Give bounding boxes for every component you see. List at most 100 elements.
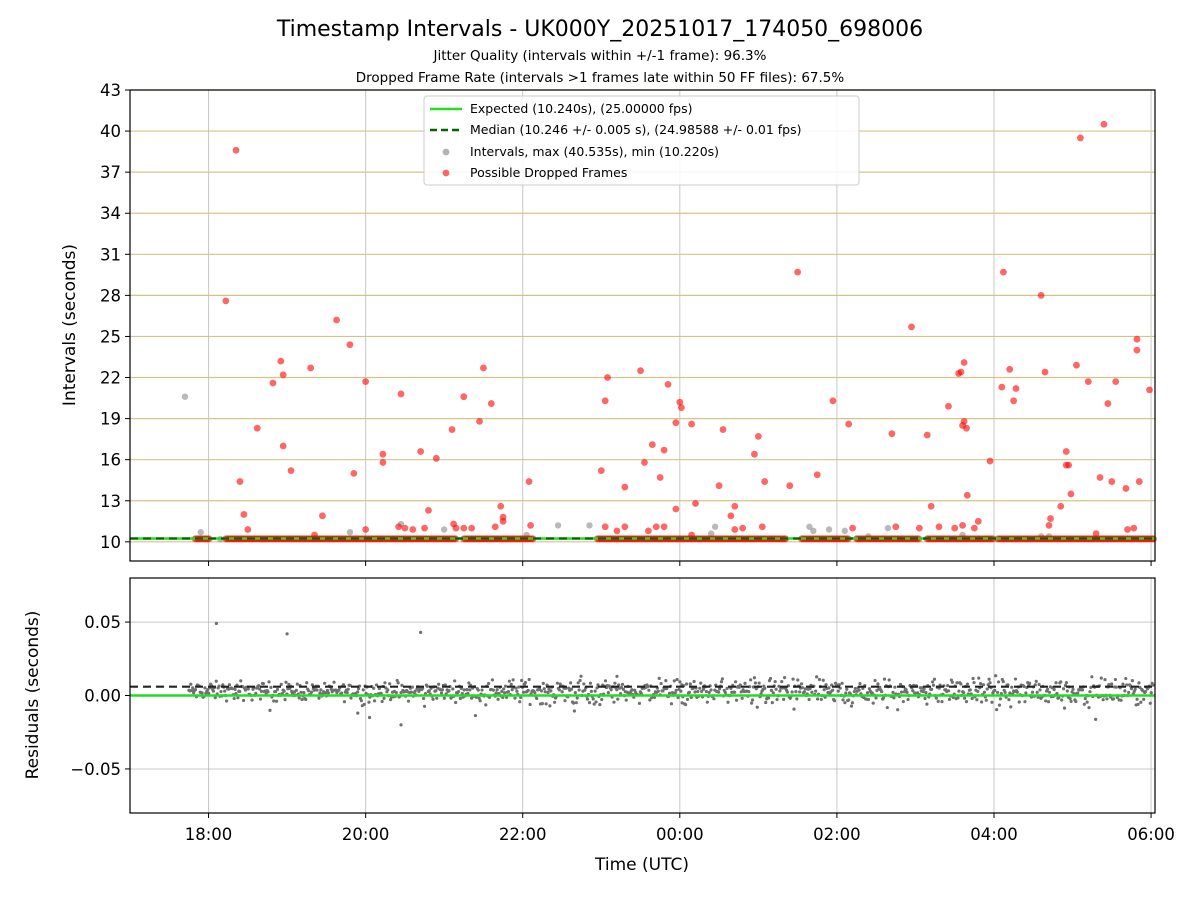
residual-point xyxy=(1101,698,1105,702)
residual-point xyxy=(712,697,716,701)
residual-point xyxy=(887,678,891,682)
residual-point xyxy=(1151,683,1155,687)
residual-point xyxy=(956,696,960,700)
residual-point xyxy=(257,684,261,688)
dropped-frame-point xyxy=(688,420,695,428)
residual-point xyxy=(312,688,316,692)
residual-point xyxy=(692,679,696,684)
residual-point xyxy=(577,688,581,692)
residual-point xyxy=(817,677,822,682)
residual-point xyxy=(993,688,997,692)
top-y-tick-label: 16 xyxy=(100,451,121,470)
residual-point xyxy=(317,696,321,700)
residual-point xyxy=(394,691,398,695)
residual-point xyxy=(672,679,676,683)
residual-point xyxy=(389,697,393,702)
dropped-frame-point xyxy=(1124,526,1131,533)
x-tick-label: 18:00 xyxy=(185,825,233,844)
residual-point xyxy=(406,699,411,703)
residual-point xyxy=(1107,682,1111,687)
residual-point xyxy=(1062,706,1067,710)
dropped-frame-point xyxy=(813,471,821,479)
residual-point xyxy=(456,690,461,694)
residual-point xyxy=(1114,685,1118,689)
residual-point xyxy=(800,686,805,690)
residual-point xyxy=(254,691,258,695)
residual-point xyxy=(213,696,217,700)
dropped-frame-point xyxy=(244,526,252,533)
residual-point xyxy=(465,688,469,692)
residual-point xyxy=(1001,680,1005,684)
bottom-y-tick-label: 0.00 xyxy=(84,687,121,706)
residual-outlier xyxy=(419,630,423,634)
dropped-frame-point xyxy=(849,524,857,532)
residual-point xyxy=(749,678,753,682)
residual-point xyxy=(733,690,737,694)
residual-point xyxy=(882,677,887,681)
residual-point xyxy=(847,698,851,702)
dropped-frame-point xyxy=(945,402,952,410)
residual-point xyxy=(720,677,724,681)
residual-point xyxy=(790,690,794,694)
bottom-y-ticks: 0.05 0.00 −0.05 xyxy=(70,613,130,779)
dropped-frame-point xyxy=(421,524,428,532)
residual-point xyxy=(447,689,451,693)
top-y-tick-label: 37 xyxy=(100,163,121,182)
residual-point xyxy=(1037,682,1041,687)
dropped-frame-point xyxy=(845,420,853,428)
interval-point xyxy=(806,523,813,530)
interval-point xyxy=(884,524,892,532)
legend-median-label: Median (10.246 +/- 0.005 s), (24.98588 +… xyxy=(470,122,801,137)
residual-point xyxy=(699,681,703,685)
residual-point xyxy=(503,691,507,695)
residual-point xyxy=(850,701,855,705)
residual-point xyxy=(906,697,910,702)
dropped-frame-point xyxy=(236,478,244,485)
residual-point xyxy=(1119,698,1123,702)
residual-point xyxy=(871,701,875,705)
residual-point xyxy=(230,687,234,691)
residual-point xyxy=(673,691,677,695)
residual-point xyxy=(791,677,795,681)
residual-point xyxy=(982,690,987,694)
residual-point xyxy=(795,697,799,701)
residual-point xyxy=(494,691,498,695)
dropped-frame-point xyxy=(460,393,468,401)
residual-point xyxy=(232,696,236,701)
residual-point xyxy=(866,697,871,702)
residual-point xyxy=(726,700,730,704)
residual-point xyxy=(268,708,272,712)
x-tick-label: 04:00 xyxy=(970,825,1018,844)
residual-point xyxy=(740,696,744,700)
dropped-frame-point xyxy=(1006,365,1014,373)
residual-point xyxy=(849,704,854,708)
residual-point xyxy=(709,688,713,692)
residual-point xyxy=(996,680,1001,684)
residual-point xyxy=(752,676,757,680)
residual-point xyxy=(753,681,757,685)
residual-point xyxy=(774,687,778,691)
residual-point xyxy=(272,699,276,703)
residual-point xyxy=(987,677,991,681)
residual-point xyxy=(968,688,972,692)
residual-point xyxy=(339,691,344,695)
residual-point xyxy=(442,696,446,700)
dropped-frame-point xyxy=(279,442,287,450)
residual-point xyxy=(769,688,773,693)
dropped-frame-point xyxy=(401,524,409,532)
dropped-frame-point xyxy=(677,404,685,412)
dropped-frame-point xyxy=(1108,478,1116,485)
residual-point xyxy=(454,700,458,705)
dropped-frame-point xyxy=(476,417,483,425)
residual-point xyxy=(434,689,438,693)
dropped-frame-point xyxy=(1133,346,1141,354)
dropped-frame-point xyxy=(656,474,664,481)
dropped-frame-point xyxy=(460,524,468,532)
legend-box xyxy=(423,95,860,186)
residual-point xyxy=(750,698,755,702)
residual-point xyxy=(323,681,327,685)
residual-point xyxy=(705,700,709,704)
residual-point xyxy=(1047,690,1052,694)
dropped-frame-point xyxy=(395,523,403,531)
residual-point xyxy=(707,690,711,695)
